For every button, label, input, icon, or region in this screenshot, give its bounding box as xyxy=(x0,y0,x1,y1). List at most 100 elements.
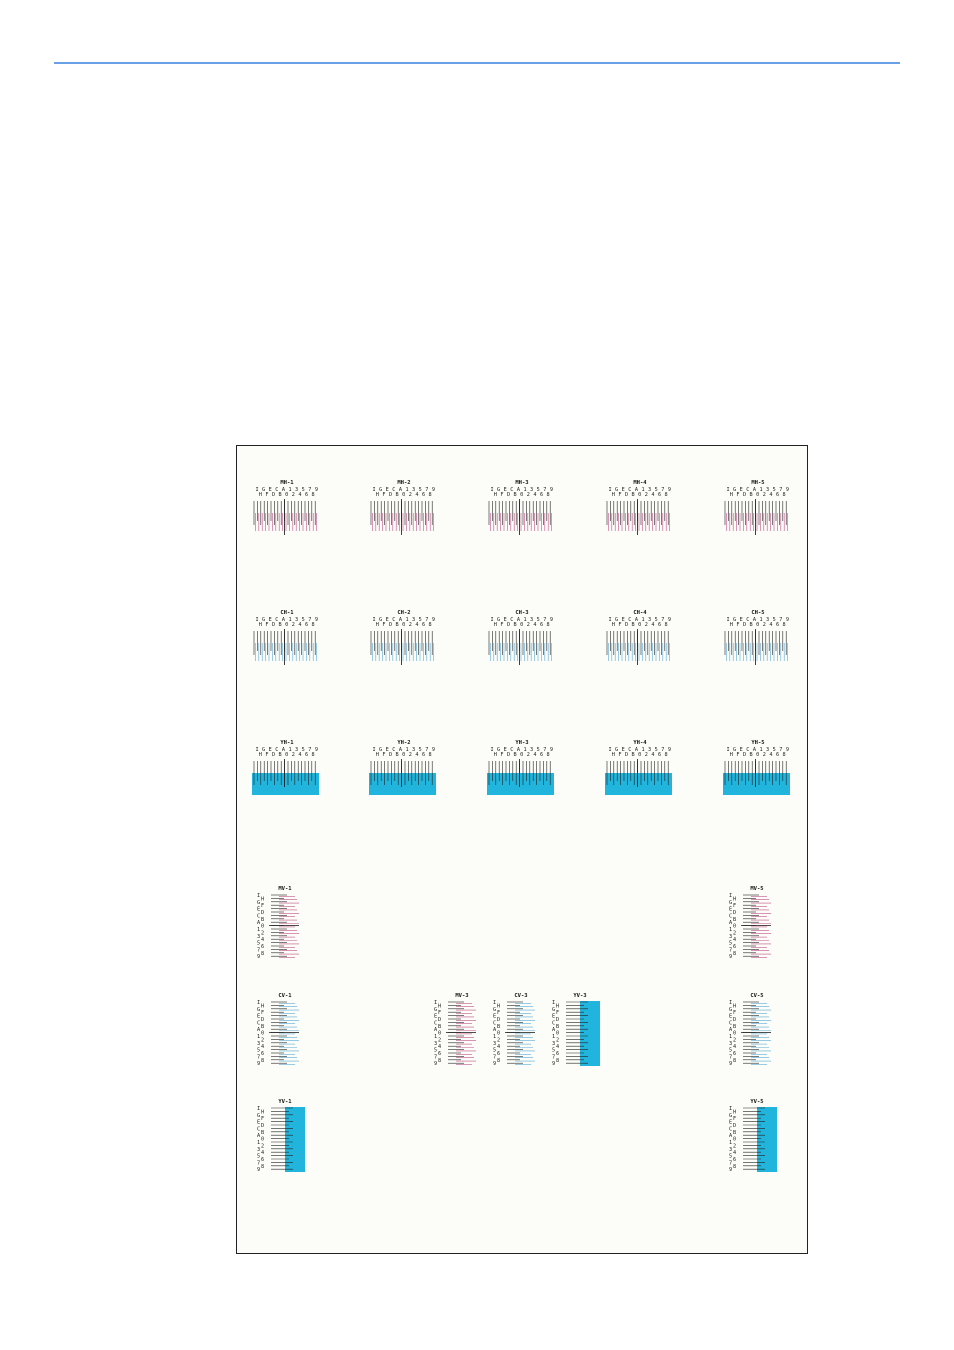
scale-tick: B xyxy=(733,917,736,923)
scale-tick: F xyxy=(733,1010,736,1016)
scale-top-tick: 5 xyxy=(419,487,422,493)
scale-tick: D xyxy=(733,1017,736,1023)
scale-bottom-tick: 4 xyxy=(415,492,418,498)
color-registration-chart: MH-1I G E C A 1 3 5 7 9H F D B 0 2 4 6 8MH-2I G E C A 1 3 5 7 9H F D… xyxy=(252,480,790,1173)
scale-bottom-tick: D xyxy=(272,752,275,758)
chart-label: YH-5 xyxy=(751,740,764,746)
scale-bottom-tick: 8 xyxy=(312,492,315,498)
scale-top-tick: 1 xyxy=(641,747,644,753)
scale-tick: 2 xyxy=(438,1037,441,1043)
scale-tick: 9 xyxy=(729,954,732,960)
scale-tick: 7 xyxy=(257,1160,260,1166)
scale-tick: G xyxy=(729,1007,732,1013)
scale-top-tick: 9 xyxy=(315,617,318,623)
scale-tick: 5 xyxy=(257,1048,260,1054)
yellow-patch xyxy=(252,773,319,795)
scale-top-tick: 1 xyxy=(759,747,762,753)
scale-bottom-tick: 2 xyxy=(645,752,648,758)
scale-tick: 5 xyxy=(729,941,732,947)
scale-top-tick: 9 xyxy=(432,487,435,493)
scale-top-tick: I xyxy=(490,617,493,623)
scale-tick: B xyxy=(261,1024,264,1030)
scale-tick: 4 xyxy=(733,1044,736,1050)
scale-tick: B xyxy=(733,1130,736,1136)
scale-bottom-tick: 0 xyxy=(520,622,523,628)
scale-top-tick: 3 xyxy=(530,747,533,753)
scale-tick: 2 xyxy=(497,1037,500,1043)
chart-label: MH-1 xyxy=(280,480,294,486)
scale-bottom-tick: 4 xyxy=(533,492,536,498)
scale-tick: F xyxy=(733,1116,736,1122)
scale-tick: 1 xyxy=(493,1034,496,1040)
scale-top-tick: 1 xyxy=(288,617,291,623)
scale-tick: C xyxy=(729,1126,732,1132)
scale-bottom-tick: B xyxy=(396,492,399,498)
scale-tick: A xyxy=(552,1027,556,1033)
scale-tick: 8 xyxy=(497,1058,500,1064)
chart-label: MV-5 xyxy=(750,886,763,892)
scale-bottom-tick: 0 xyxy=(285,622,288,628)
scale-tick: 8 xyxy=(261,951,264,957)
scale-bottom-tick: 2 xyxy=(645,622,648,628)
scale-bottom-tick: 4 xyxy=(533,622,536,628)
scale-top-tick: C xyxy=(510,617,513,623)
chart-label: CH-2 xyxy=(397,610,410,616)
scale-tick: C xyxy=(257,1020,260,1026)
scale-top-tick: G xyxy=(262,617,265,623)
scale-tick: 3 xyxy=(257,1147,260,1153)
scale-bottom-tick: F xyxy=(618,752,621,758)
scale-top-tick: 3 xyxy=(412,617,415,623)
scale-tick: C xyxy=(257,913,260,919)
scale-tick: A xyxy=(257,920,261,926)
scale-top-tick: 7 xyxy=(308,487,311,493)
scale-tick: 2 xyxy=(261,930,264,936)
scale-bottom-tick: 0 xyxy=(638,492,641,498)
scale-tick: 5 xyxy=(257,941,260,947)
scale-top-tick: 9 xyxy=(786,487,789,493)
h-chart-mh-3: MH-3 I G E C A 1 3 5 7 9 H F D B 0 2 4 6 8 xyxy=(488,480,553,535)
scale-top-tick: 5 xyxy=(302,617,305,623)
chart-label: CV-3 xyxy=(514,993,527,999)
scale-top-tick: C xyxy=(392,617,395,623)
scale-tick: 6 xyxy=(733,1157,736,1163)
scale-bottom-tick: D xyxy=(389,752,392,758)
scale-bottom-tick: 0 xyxy=(285,492,288,498)
h-chart-mh-5: MH-5 I G E C A 1 3 5 7 9 H F D B 0 2 4 6 8 xyxy=(724,480,789,535)
scale-bottom-tick: 8 xyxy=(312,752,315,758)
scale-tick: 7 xyxy=(729,947,732,953)
chart-label: YV-5 xyxy=(750,1099,763,1105)
scale-top-tick: 1 xyxy=(759,617,762,623)
scale-top-tick: 3 xyxy=(295,747,298,753)
scale-bottom-tick: F xyxy=(736,492,739,498)
scale-tick: E xyxy=(257,1014,260,1020)
scale-top-tick: 1 xyxy=(405,487,408,493)
scale-tick: B xyxy=(261,1130,264,1136)
scale-tick: H xyxy=(438,1003,441,1009)
scale-bottom-tick: 6 xyxy=(658,752,661,758)
header-rule xyxy=(54,62,900,64)
scale-top-tick: I xyxy=(372,487,375,493)
scale-tick: 9 xyxy=(257,1167,260,1173)
scale-bottom-tick: D xyxy=(389,492,392,498)
scale-tick: E xyxy=(729,907,732,913)
scale-top-tick: 3 xyxy=(412,487,415,493)
scale-tick: G xyxy=(493,1007,496,1013)
scale-tick: F xyxy=(261,903,264,909)
scale-top-tick: E xyxy=(504,487,507,493)
scale-bottom-tick: H xyxy=(494,492,497,498)
scale-top-tick: C xyxy=(275,487,278,493)
scale-top-tick: A xyxy=(517,617,521,623)
scale-bottom-tick: H xyxy=(376,492,379,498)
scale-tick: B xyxy=(556,1024,559,1030)
scale-top-tick: 5 xyxy=(773,487,776,493)
scale-bottom-tick: H xyxy=(376,622,379,628)
scale-bottom-tick: 6 xyxy=(658,622,661,628)
scale-top-tick: 1 xyxy=(288,487,291,493)
scale-top-tick: 9 xyxy=(432,747,435,753)
scale-top-tick: 7 xyxy=(661,487,664,493)
scale-top-tick: G xyxy=(615,747,618,753)
scale-tick: 0 xyxy=(497,1031,500,1037)
scale-top-tick: 3 xyxy=(648,617,651,623)
yellow-patch xyxy=(605,773,672,795)
